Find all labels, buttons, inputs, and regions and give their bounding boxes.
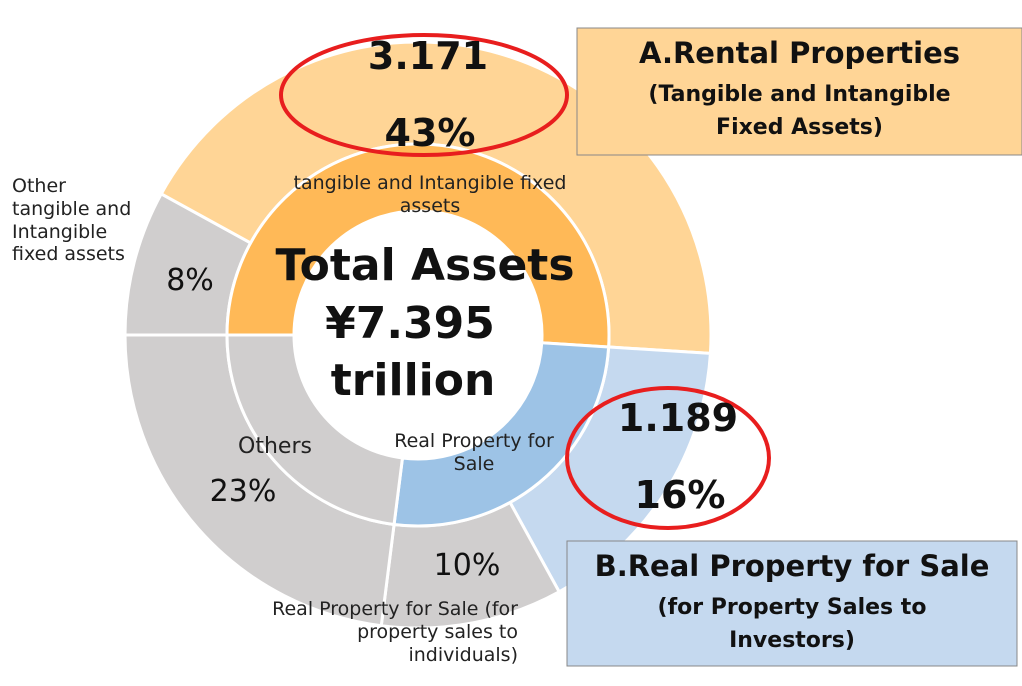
callout-subtitle: (Tangible and Intangible Fixed Assets) [648,82,951,140]
center-label: Total Assets [275,240,575,291]
percent-label: 8% [166,263,214,299]
callout-subtitle: (for Property Sales to Investors) [657,595,927,653]
category-label: Real Property for Sale [394,430,554,475]
center-label: ¥7.395 [325,298,495,349]
category-label: Others [238,434,312,459]
percent-label: 23% [209,474,277,510]
inner-segment [225,333,405,527]
callout-title: B.Real Property for Sale [594,549,990,583]
highlight-ellipse [279,33,569,157]
highlight-ellipse [565,386,771,530]
percent-label: 43% [384,111,476,156]
callout-box [576,27,1022,156]
amount-label: 3.171 [367,34,489,78]
center-label: trillion [330,355,496,406]
callout-title: A.Rental Properties [638,36,961,70]
category-label: Other tangible and Intangible fixed asse… [12,175,132,266]
percent-label: 16% [634,473,726,518]
inner-segment [225,142,611,349]
percent-label: 10% [433,548,501,584]
category-label: tangible and Intangible fixed assets [293,172,567,217]
callout-box [566,540,1018,667]
category-label: Real Property for Sale (for property sal… [272,598,518,666]
amount-label: 1.189 [617,396,739,440]
inner-segment [392,341,611,528]
